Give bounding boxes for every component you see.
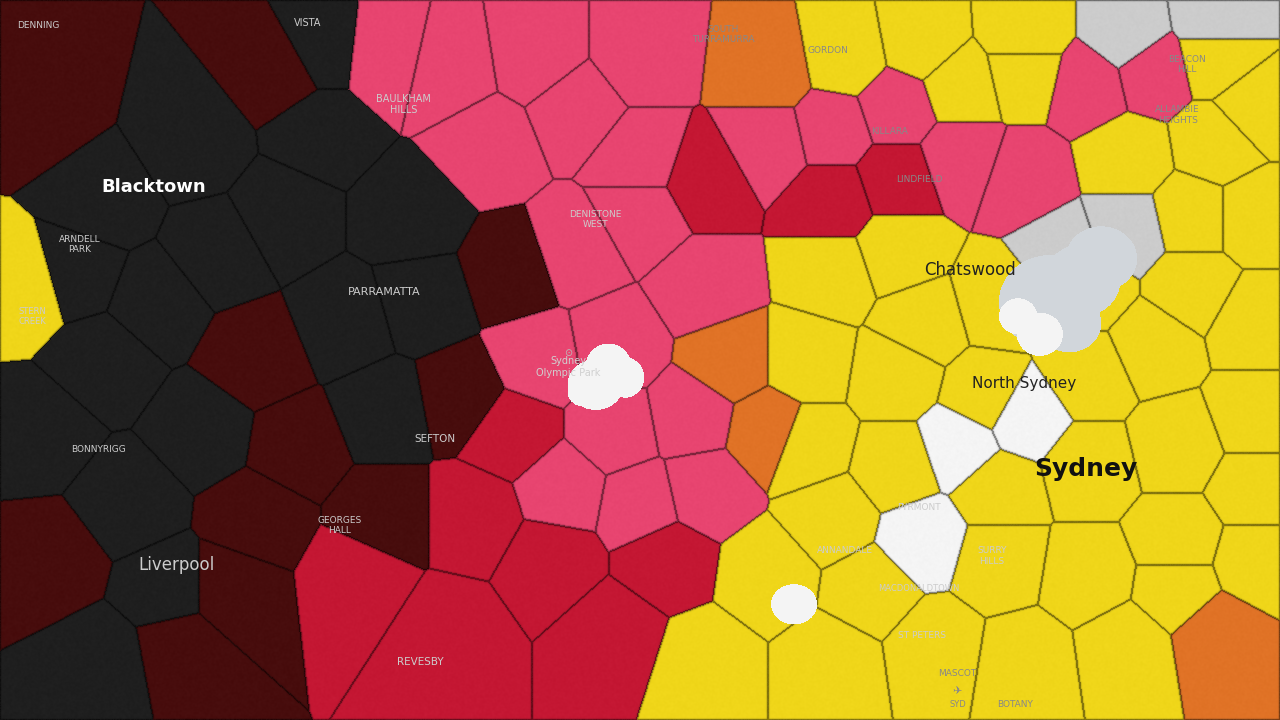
Text: GEORGES
HALL: GEORGES HALL — [317, 516, 361, 535]
Text: KILLARA: KILLARA — [872, 127, 908, 136]
Text: Sydney: Sydney — [1034, 457, 1137, 482]
Text: MACDONALDTOWN: MACDONALDTOWN — [878, 584, 960, 593]
Text: SOUTH
TURRAMURRA: SOUTH TURRAMURRA — [692, 25, 754, 44]
Text: DENNING: DENNING — [17, 21, 60, 30]
Text: BONNYRIGG: BONNYRIGG — [72, 446, 125, 454]
Text: MASCOT: MASCOT — [938, 669, 977, 678]
Text: PARRAMATTA: PARRAMATTA — [348, 287, 420, 297]
Text: DENISTONE
WEST: DENISTONE WEST — [570, 210, 621, 229]
Text: ARNDELL
PARK: ARNDELL PARK — [59, 235, 100, 254]
Text: ⊙: ⊙ — [564, 348, 572, 358]
Text: ANNANDALE: ANNANDALE — [817, 546, 873, 555]
Text: ALLAMBIE
HEIGHTS: ALLAMBIE HEIGHTS — [1156, 106, 1199, 125]
Text: Liverpool: Liverpool — [138, 556, 215, 575]
Text: SEFTON: SEFTON — [415, 434, 456, 444]
Text: ✈: ✈ — [952, 686, 963, 696]
Text: STERN
CREEK: STERN CREEK — [18, 307, 46, 326]
Text: ST PETERS: ST PETERS — [897, 631, 946, 639]
Text: Chatswood: Chatswood — [924, 261, 1016, 279]
Text: BEACON
HILL: BEACON HILL — [1167, 55, 1206, 74]
Text: GORDON: GORDON — [808, 46, 849, 55]
Text: LINDFIELD: LINDFIELD — [896, 176, 942, 184]
Text: Blacktown: Blacktown — [101, 179, 206, 197]
Text: North Sydney: North Sydney — [972, 376, 1076, 390]
Text: SURRY
HILLS: SURRY HILLS — [977, 546, 1007, 565]
Text: PYRMONT: PYRMONT — [897, 503, 941, 512]
Text: Sydney
Olympic Park: Sydney Olympic Park — [536, 356, 600, 378]
Text: SYD: SYD — [948, 700, 966, 708]
Text: REVESBY: REVESBY — [397, 657, 443, 667]
Text: VISTA: VISTA — [293, 18, 321, 28]
Text: BOTANY: BOTANY — [997, 700, 1033, 708]
Text: BAULKHAM
HILLS: BAULKHAM HILLS — [376, 94, 430, 115]
